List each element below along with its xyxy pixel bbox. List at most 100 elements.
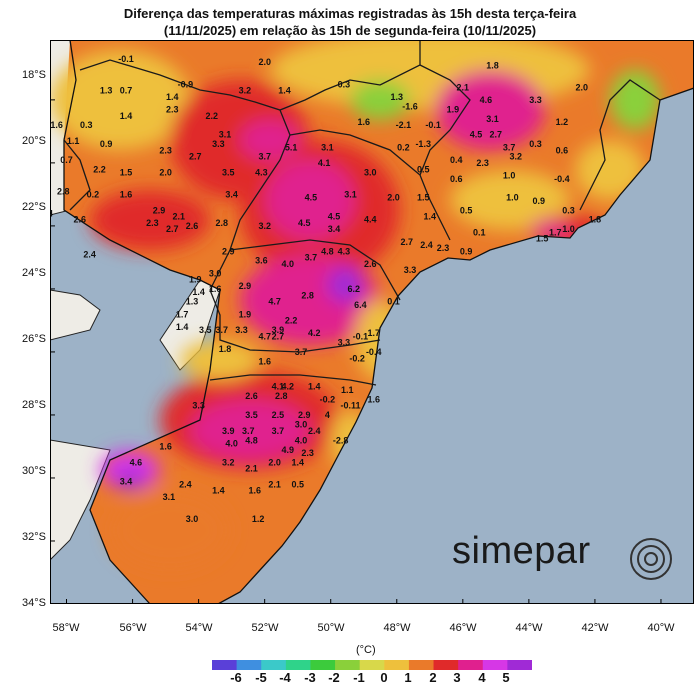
station-value: 3.5 <box>245 410 258 420</box>
colorbar <box>212 660 532 670</box>
station-value: 2.4 <box>83 249 96 259</box>
colorbar-label: -1 <box>353 670 365 685</box>
station-value: 1.6 <box>159 442 172 452</box>
state-borders <box>63 40 661 386</box>
station-value: 3.2 <box>239 86 252 96</box>
station-value: 2.4 <box>179 479 192 489</box>
station-value: 0.9 <box>533 196 546 206</box>
station-value: 1.4 <box>212 486 225 496</box>
lon-label: 56°W <box>119 622 147 634</box>
station-value: 2.1 <box>173 212 186 222</box>
station-value: 3.7 <box>272 426 285 436</box>
station-value: 2.1 <box>245 464 258 474</box>
colorbar-label: 4 <box>478 670 486 685</box>
station-value: 1.3 <box>391 92 404 102</box>
station-value: 4 <box>325 410 330 420</box>
station-value: -1.3 <box>415 139 431 149</box>
station-value: 1.4 <box>50 208 53 218</box>
lon-label: 58°W <box>52 622 80 634</box>
lon-label: 50°W <box>317 622 345 634</box>
station-value: 0.3 <box>529 139 542 149</box>
colorbar-label: -5 <box>255 670 267 685</box>
colorbar-swatch <box>261 660 287 670</box>
colorbar-label: 1 <box>404 670 412 685</box>
lat-label: 28°S <box>22 399 46 411</box>
lat-label: 20°S <box>22 135 46 147</box>
colorbar-swatch <box>433 660 459 670</box>
station-value: 2.9 <box>239 281 252 291</box>
station-value: 1.9 <box>189 275 202 285</box>
station-value: 1.4 <box>308 382 321 392</box>
station-value: 4.6 <box>480 95 493 105</box>
station-value: 4.8 <box>245 435 258 445</box>
station-value: 3.3 <box>404 265 417 275</box>
colorbar-swatch <box>384 660 410 670</box>
station-value: 4.2 <box>282 382 295 392</box>
station-value: 2.7 <box>400 237 413 247</box>
station-value: 2.0 <box>159 168 172 178</box>
station-value: 6.4 <box>354 300 367 310</box>
station-value: 2.7 <box>166 224 179 234</box>
colorbar-swatch <box>310 660 336 670</box>
station-value: 2.6 <box>245 391 258 401</box>
station-value: 1.8 <box>589 215 602 225</box>
station-value: 2.1 <box>457 82 470 92</box>
lon-label: 44°W <box>515 622 543 634</box>
station-value: 3.5 <box>222 168 235 178</box>
station-value: 2.6 <box>73 215 86 225</box>
colorbar-unit: (°C) <box>356 644 376 656</box>
station-value: 2.7 <box>490 130 503 140</box>
station-value: 4.1 <box>272 382 285 392</box>
colorbar-label: -6 <box>230 670 242 685</box>
station-value: 3.1 <box>486 114 499 124</box>
map-title-line-1: Diferença das temperaturas máximas regis… <box>123 6 577 21</box>
station-value: 0.9 <box>460 246 473 256</box>
station-value: 1.4 <box>278 86 291 96</box>
station-value: 1.0 <box>562 224 575 234</box>
station-value: 0.2 <box>397 142 410 152</box>
station-value: 4.5 <box>298 218 311 228</box>
station-value: 3.3 <box>338 338 351 348</box>
station-value: 3.7 <box>295 347 308 357</box>
station-value: 4.9 <box>282 445 295 455</box>
station-value: 1.5 <box>417 193 430 203</box>
station-values: -0.1 -0.9 2.0 1.3 0.7 1.4 3.2 1.4 0.3 1.3 1.8 2.1 4.… <box>50 54 601 524</box>
lon-label: 42°W <box>581 622 609 634</box>
station-value: 4.5 <box>305 193 318 203</box>
lon-label: 48°W <box>383 622 411 634</box>
station-value: 2.7 <box>189 152 202 162</box>
station-value: 2.3 <box>159 145 172 155</box>
station-value: 2.3 <box>301 448 314 458</box>
station-value: 2.3 <box>476 158 489 168</box>
station-value: 3.6 <box>255 256 268 266</box>
station-value: 1.7 <box>549 227 562 237</box>
station-value: 4.2 <box>308 328 321 338</box>
station-value: 1.1 <box>341 385 354 395</box>
lat-label: 32°S <box>22 531 46 543</box>
station-value: 4.7 <box>268 297 281 307</box>
station-value: 4.0 <box>225 439 238 449</box>
colorbar-swatch <box>482 660 508 670</box>
station-value: 2.0 <box>387 193 400 203</box>
station-value: 1.8 <box>486 60 499 70</box>
station-value: 2.1 <box>268 479 281 489</box>
station-value: 3.1 <box>163 492 176 502</box>
station-value: 0.5 <box>417 164 430 174</box>
station-value: -1.6 <box>402 101 418 111</box>
lon-label: 46°W <box>449 622 477 634</box>
colorbar-label: -4 <box>279 670 291 685</box>
station-value: 1.3 <box>100 86 113 96</box>
station-value: 3.4 <box>225 190 238 200</box>
station-value: 1.7 <box>176 309 189 319</box>
station-value: 2.4 <box>420 240 433 250</box>
lon-label: 54°W <box>185 622 213 634</box>
coastline <box>217 87 694 604</box>
station-value: 5.1 <box>285 142 298 152</box>
station-value: 2.0 <box>575 82 588 92</box>
lat-label: 26°S <box>22 333 46 345</box>
station-value: 2.9 <box>298 410 311 420</box>
station-value: 3.7 <box>503 142 516 152</box>
station-value: -0.1 <box>353 331 369 341</box>
lat-label: 34°S <box>22 597 46 609</box>
station-value: 2.2 <box>206 111 219 121</box>
